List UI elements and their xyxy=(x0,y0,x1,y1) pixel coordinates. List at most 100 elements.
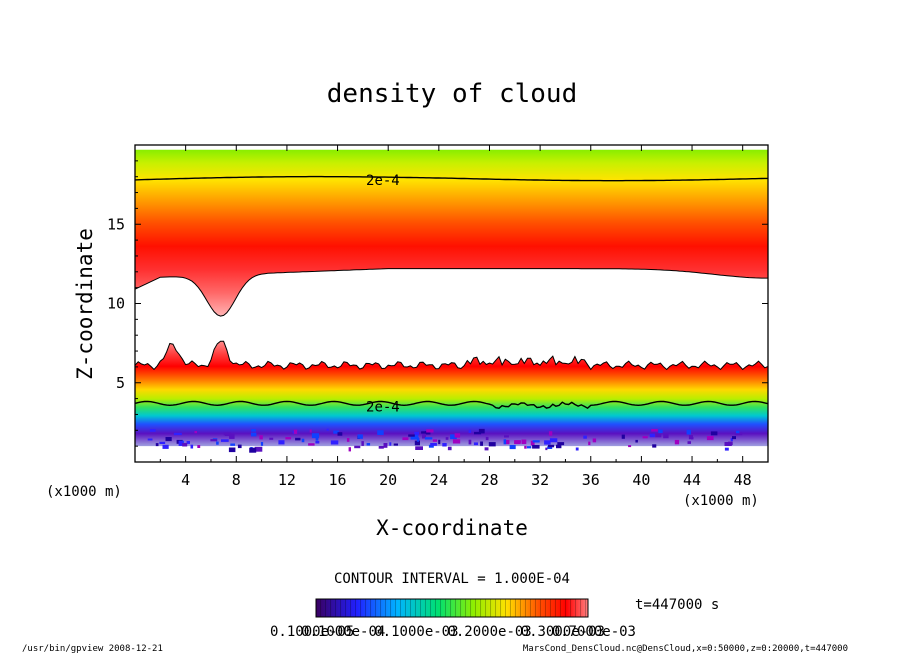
upper-cloud-layer xyxy=(135,149,768,317)
speckle-mark xyxy=(225,433,233,436)
speckle-mark xyxy=(251,429,256,432)
speckle-mark xyxy=(454,433,461,438)
speckle-mark xyxy=(402,437,409,441)
speckle-mark xyxy=(592,438,597,443)
speckle-mark xyxy=(549,438,558,443)
speckle-mark xyxy=(147,438,153,441)
speckle-mark xyxy=(162,444,169,449)
speckle-mark xyxy=(293,429,298,434)
speckle-mark xyxy=(221,439,229,442)
colorbar-tick-labels: 0.1000e-050.1000e-040.1000e-030.2000e-03… xyxy=(270,624,636,640)
speckle-mark xyxy=(548,444,555,448)
speckle-mark xyxy=(410,435,419,440)
speckle-mark xyxy=(732,436,736,440)
contour-labels: 2e-4 2e-4 xyxy=(366,173,400,416)
colorbar-tick-label: 0.2000e-03 xyxy=(447,624,531,640)
speckle-mark xyxy=(706,436,714,441)
x-tick-label: 48 xyxy=(734,471,752,489)
speckle-mark xyxy=(357,434,363,439)
speckle-mark xyxy=(228,447,236,453)
x-tick-label: 40 xyxy=(632,471,650,489)
speckle-mark xyxy=(315,436,319,441)
colorbar-tick-label: 0.1000e-03 xyxy=(374,624,458,640)
speckle-mark xyxy=(442,443,447,447)
speckle-mark xyxy=(389,442,392,446)
speckle-mark xyxy=(422,433,426,439)
speckle-mark xyxy=(182,442,188,447)
speckle-mark xyxy=(415,446,423,450)
speckle-mark xyxy=(348,447,351,452)
speckle-mark xyxy=(216,441,219,445)
speckle-mark xyxy=(197,445,201,448)
colorbar: 0.1000e-050.1000e-040.1000e-030.2000e-03… xyxy=(270,598,636,640)
speckle-mark xyxy=(424,437,433,440)
speckle-mark xyxy=(308,443,315,446)
speckle-mark xyxy=(421,431,426,434)
speckle-mark xyxy=(452,439,461,444)
footer-right: MarsCond_DensCloud.nc@DensCloud,x=0:5000… xyxy=(523,644,848,654)
speckle-mark xyxy=(354,445,361,449)
speckle-mark xyxy=(674,439,680,445)
contour-line-lower xyxy=(135,400,768,410)
speckle-mark xyxy=(155,443,159,447)
speckle-mark xyxy=(393,443,398,446)
x-tick-label: 12 xyxy=(278,471,296,489)
speckle-mark xyxy=(557,442,565,446)
speckle-mark xyxy=(278,440,285,445)
x-tick-label: 16 xyxy=(329,471,347,489)
speckle-mark xyxy=(450,434,457,440)
chart-title: density of cloud xyxy=(327,79,577,109)
contour-interval-label: CONTOUR INTERVAL = 1.000E-04 xyxy=(334,571,570,587)
contour-label-0: 2e-4 xyxy=(366,173,400,189)
speckle-mark xyxy=(652,444,657,448)
speckle-mark xyxy=(178,441,183,446)
speckle-mark xyxy=(311,433,320,439)
speckle-mark xyxy=(544,440,551,445)
speckle-mark xyxy=(503,439,507,445)
speckle-mark xyxy=(383,443,388,448)
speckle-mark xyxy=(474,431,482,435)
speckle-mark xyxy=(186,441,190,444)
speckle-mark xyxy=(484,447,489,451)
footer-left: /usr/bin/gpview 2008-12-21 xyxy=(22,644,163,654)
contour-line-upper xyxy=(135,175,768,182)
speckle-mark xyxy=(237,444,242,449)
speckle-mark xyxy=(642,436,648,439)
speckle-mark xyxy=(230,443,235,446)
contour-label-1: 2e-4 xyxy=(366,400,400,416)
speckle-mark xyxy=(149,429,156,432)
speckle-mark xyxy=(333,430,339,434)
x-unit-label: (x1000 m) xyxy=(683,493,759,509)
speckle-mark xyxy=(649,433,655,438)
speckle-mark xyxy=(514,440,521,445)
colorbar-tick-label: 0.1000e-04 xyxy=(301,624,385,640)
speckle-mark xyxy=(361,441,364,446)
speckle-mark xyxy=(480,441,483,446)
y-tick-label: 10 xyxy=(107,295,125,313)
speckle-mark xyxy=(504,435,509,438)
speckle-mark xyxy=(337,432,343,436)
contour-line-lower-top xyxy=(135,340,768,371)
speckle-mark xyxy=(251,432,257,437)
speckle-mark xyxy=(473,442,478,446)
speckle-mark xyxy=(547,446,553,449)
speckle-mark xyxy=(724,442,732,446)
lower-cloud-layer xyxy=(135,341,768,447)
speckle-mark xyxy=(655,433,662,438)
time-label: t=447000 s xyxy=(635,597,719,613)
speckle-mark xyxy=(688,435,693,440)
speckle-mark xyxy=(575,447,579,451)
colorbar-frame xyxy=(315,598,589,618)
colorbar-tick-label: 0.1000e-05 xyxy=(270,624,354,640)
speckle-mark xyxy=(432,439,438,442)
speckle-mark xyxy=(315,441,320,444)
speckle-mark xyxy=(428,444,434,448)
speckle-mark xyxy=(285,437,292,440)
speckle-mark xyxy=(588,441,591,446)
speckle-mark xyxy=(530,440,535,446)
speckle-mark xyxy=(229,434,235,439)
speckle-mark xyxy=(269,437,274,440)
speckle-mark xyxy=(505,439,510,445)
speckle-mark xyxy=(724,447,729,451)
